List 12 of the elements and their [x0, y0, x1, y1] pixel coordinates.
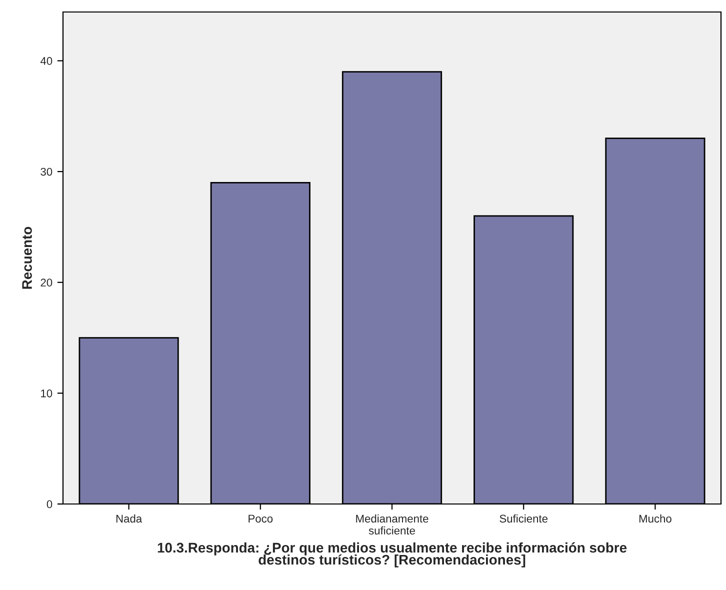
y-tick-label: 20 — [40, 278, 52, 287]
y-tick-label: 40 — [40, 57, 52, 65]
x-axis-title: 10.3.Responda: ¿Por que medios usualmente recibe información sobre destinos turísticos? [Recomendaciones] — [158, 542, 627, 568]
x-tick-label: Nada — [116, 514, 142, 523]
y-axis-title: Recuento — [22, 226, 32, 289]
y-tick-label: 30 — [40, 168, 52, 176]
x-tick-label: Suficiente — [500, 514, 548, 523]
x-tick-label: Medianamente suficiente — [356, 514, 428, 535]
x-tick-label: Poco — [248, 514, 273, 523]
x-tick-label: Mucho — [639, 514, 672, 523]
y-tick-label: 0 — [46, 500, 52, 508]
y-tick-label: 10 — [41, 389, 52, 398]
